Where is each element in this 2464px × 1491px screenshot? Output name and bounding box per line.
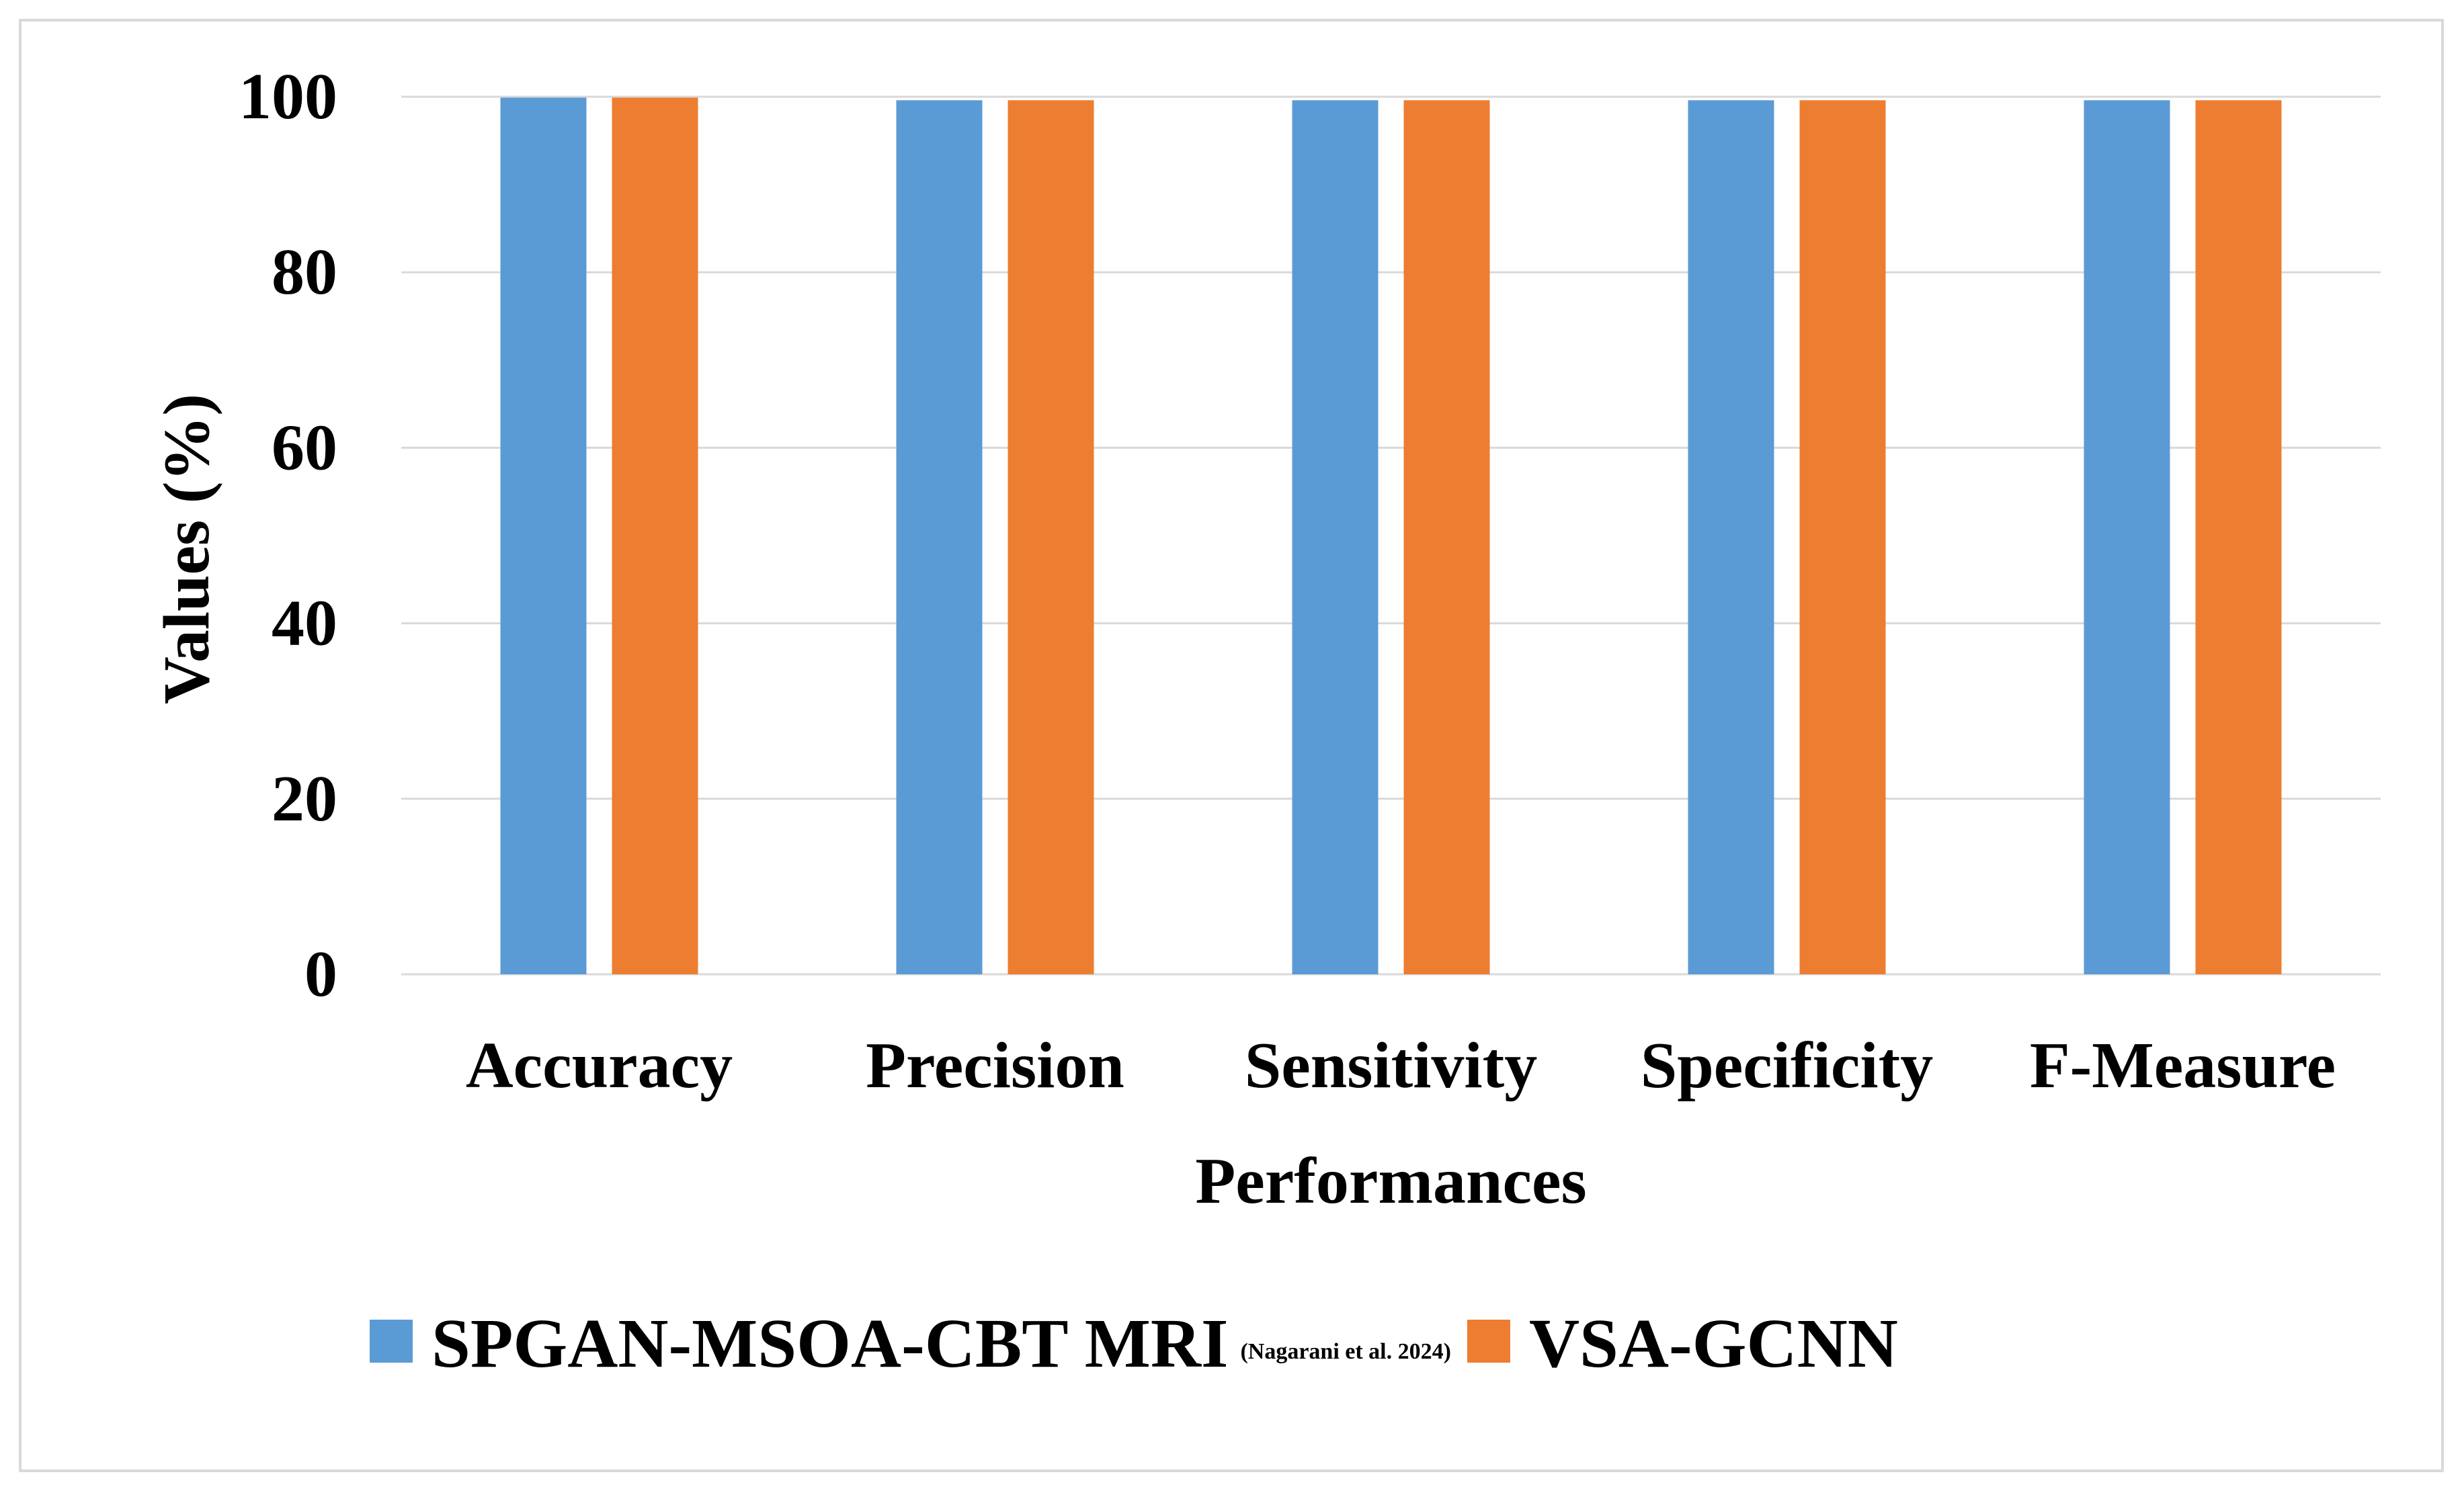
x-category-label: F-Measure (2030, 1029, 2336, 1102)
chart-frame: 0 20 40 60 80 100 Accuracy Precision Sensitivit… (19, 19, 2444, 1472)
y-tick-label: 100 (239, 60, 337, 133)
bar-series2-sensitivity (1403, 100, 1490, 974)
y-axis-ticks: 0 20 40 60 80 100 (239, 60, 337, 1011)
bar-series2-specificity (1799, 100, 1886, 974)
y-tick-label: 80 (272, 236, 337, 308)
gridlines (401, 95, 2381, 976)
y-tick-label: 0 (304, 938, 337, 1011)
legend-swatch (1467, 1320, 1510, 1363)
bar-series1-sensitivity (1292, 100, 1379, 974)
y-tick-label: 20 (272, 763, 337, 835)
bar-series2-precision (1008, 100, 1094, 974)
x-category-label: Specificity (1641, 1029, 1933, 1102)
y-tick-label: 60 (272, 411, 337, 484)
x-axis-title: Performances (1195, 1145, 1586, 1218)
legend-label: VSA-GCNN (1529, 1305, 1898, 1382)
x-category-label: Accuracy (466, 1029, 733, 1102)
legend: SPGAN-MSOA-CBT MRI (Nagarani et al. 2024)… (370, 1305, 1898, 1382)
bar-series1-accuracy (500, 97, 587, 974)
x-category-label: Sensitivity (1245, 1029, 1538, 1102)
bars (500, 97, 2282, 974)
y-axis-title: Values (%) (151, 394, 223, 704)
y-tick-label: 40 (272, 587, 337, 660)
bar-series1-f-measure (2084, 100, 2170, 974)
legend-label: SPGAN-MSOA-CBT MRI (432, 1305, 1228, 1382)
bar-series2-accuracy (612, 97, 698, 974)
legend-note: (Nagarani et al. 2024) (1240, 1339, 1451, 1364)
bar-series2-f-measure (2195, 100, 2282, 974)
x-axis-categories: Accuracy Precision Sensitivity Specificity F… (466, 1029, 2336, 1102)
bar-chart: 0 20 40 60 80 100 Accuracy Precision Sensitivit… (151, 60, 2381, 1382)
bar-series1-specificity (1688, 100, 1774, 974)
legend-swatch (370, 1320, 413, 1363)
x-category-label: Precision (866, 1029, 1124, 1102)
bar-series1-precision (896, 100, 983, 974)
